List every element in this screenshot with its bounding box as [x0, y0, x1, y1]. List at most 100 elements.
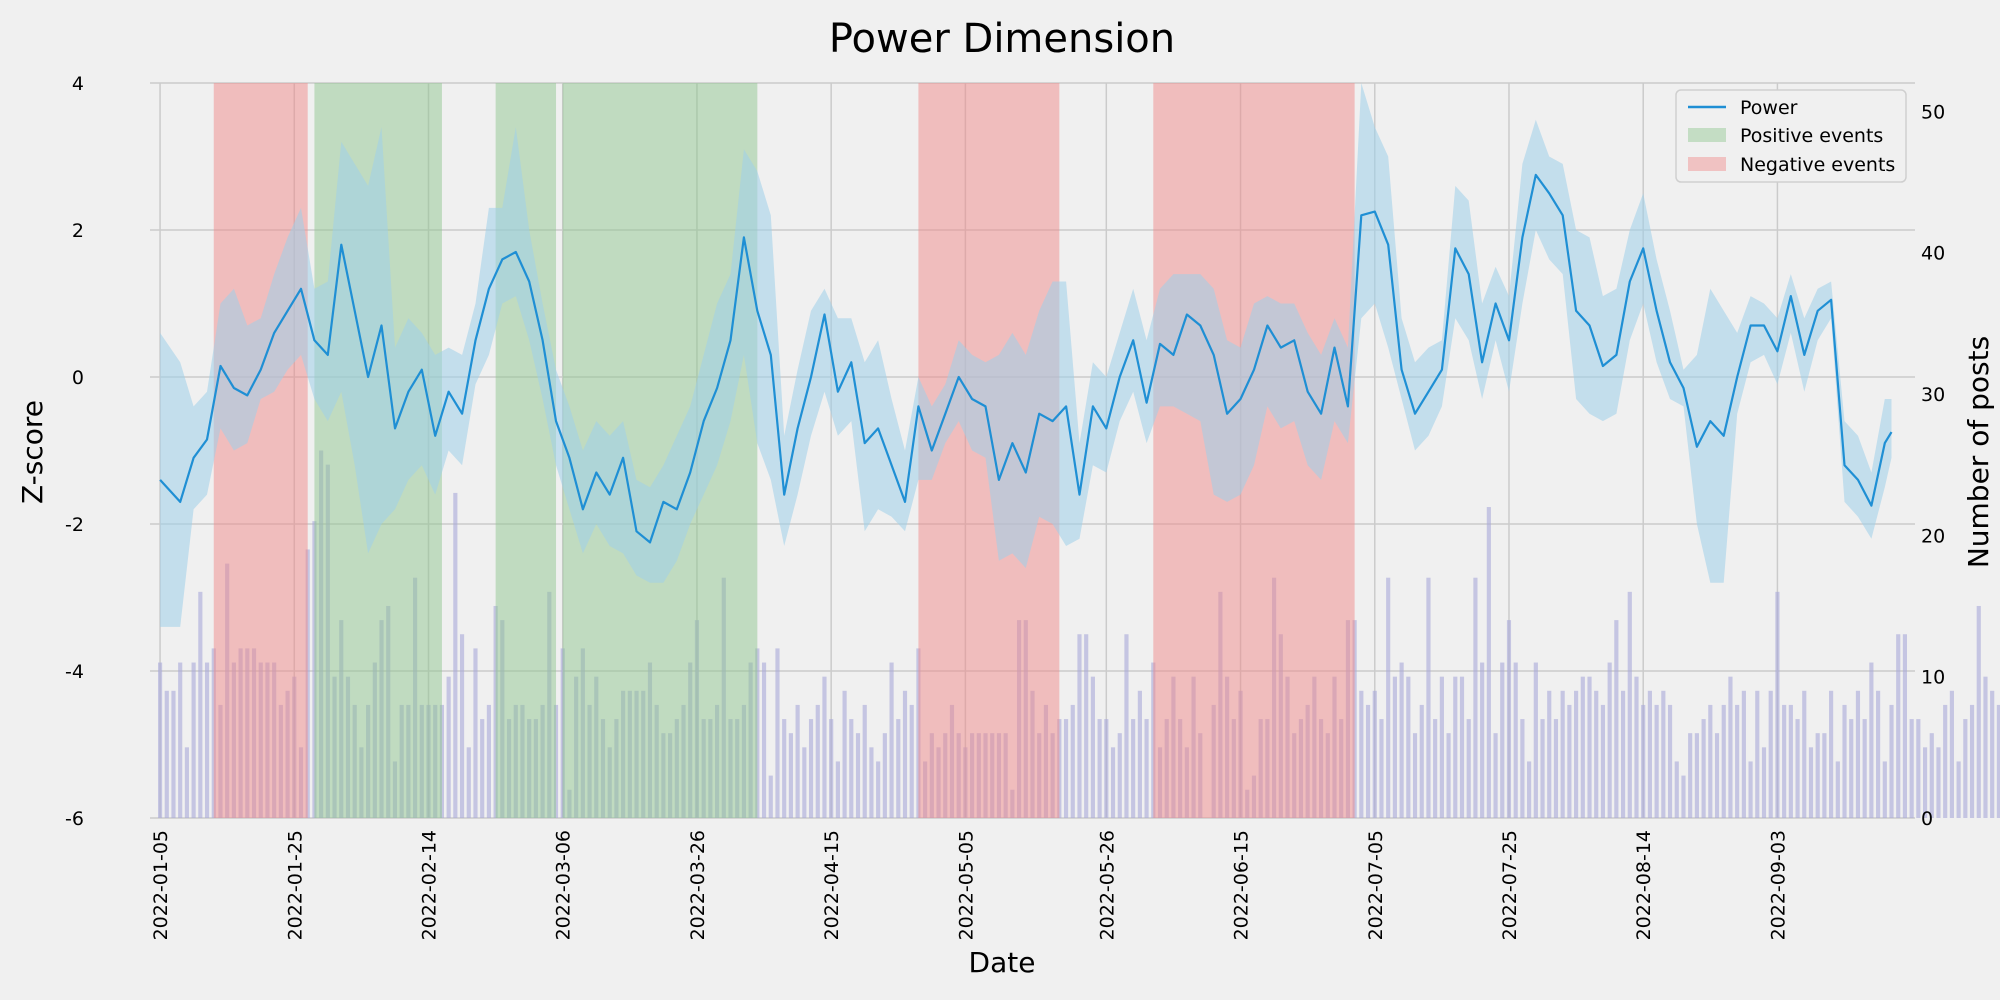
x-tick-label: 2022-05-05	[955, 830, 977, 940]
posts-bar	[1419, 704, 1424, 818]
posts-bar	[1721, 704, 1726, 818]
y-tick-label: 0	[72, 367, 84, 389]
posts-bar	[1574, 690, 1579, 818]
y2-tick-label: 30	[1921, 384, 1945, 406]
posts-bar	[1466, 719, 1471, 818]
posts-bar	[1070, 704, 1075, 818]
posts-bar	[1144, 719, 1149, 818]
posts-bar	[1446, 733, 1451, 818]
y-axis-ticks: -6 -4 -2 0 2 4	[65, 73, 84, 830]
posts-bar	[1802, 690, 1807, 818]
posts-bar	[164, 690, 169, 818]
posts-bar	[1090, 676, 1095, 818]
confidence-band	[160, 83, 1892, 627]
posts-bar	[1909, 719, 1914, 818]
power-line	[159, 173, 1893, 544]
posts-bar	[1674, 761, 1679, 818]
posts-bar	[882, 733, 887, 818]
posts-bar	[1654, 704, 1659, 818]
posts-bar	[1701, 719, 1706, 818]
posts-bar	[1607, 662, 1612, 818]
posts-bar	[1741, 690, 1746, 818]
posts-bar	[1359, 690, 1364, 818]
x-tick-label: 2022-07-05	[1365, 830, 1387, 940]
x-axis-label: Date	[969, 946, 1036, 979]
posts-bar	[1661, 690, 1666, 818]
posts-bar	[1560, 690, 1565, 818]
posts-bar	[1849, 719, 1854, 818]
posts-bar	[1829, 690, 1834, 818]
posts-bar	[896, 719, 901, 818]
posts-bar	[480, 719, 485, 818]
x-tick-label: 2022-03-06	[553, 830, 575, 940]
posts-bar	[1882, 761, 1887, 818]
posts-bar	[1439, 676, 1444, 818]
posts-bar	[1902, 634, 1908, 818]
posts-bar	[1480, 662, 1485, 818]
posts-bar	[1097, 719, 1102, 818]
posts-bar	[1620, 690, 1626, 818]
posts-bar	[1520, 719, 1525, 818]
x-tick-label: 2022-04-15	[821, 830, 843, 940]
posts-bar	[1399, 662, 1404, 818]
posts-bar	[1412, 733, 1418, 818]
posts-bar	[1782, 704, 1787, 818]
posts-bar	[1761, 747, 1767, 818]
posts-bar	[829, 719, 834, 818]
y-tick-label: 4	[72, 73, 84, 95]
posts-bar	[768, 775, 773, 818]
posts-bar	[1513, 662, 1518, 818]
posts-bar	[795, 704, 800, 818]
posts-bar	[1842, 704, 1847, 818]
posts-bar	[1755, 690, 1760, 818]
posts-bar	[1748, 761, 1753, 818]
posts-bar	[1553, 719, 1559, 818]
posts-bar	[1506, 620, 1512, 818]
posts-bar	[1406, 676, 1411, 818]
power-line-series	[159, 173, 1893, 544]
posts-bar	[1956, 761, 1961, 818]
posts-bar	[802, 747, 807, 818]
y-tick-label: -2	[65, 514, 84, 536]
posts-bar	[1137, 690, 1142, 818]
y2-tick-label: 10	[1921, 667, 1945, 689]
posts-bar	[1124, 634, 1129, 818]
posts-bar	[1372, 690, 1377, 818]
posts-bar	[1835, 761, 1840, 818]
posts-bar	[1768, 690, 1773, 818]
posts-bar	[1614, 620, 1619, 818]
posts-bar	[1996, 704, 2000, 818]
positive-event-span	[495, 83, 557, 818]
negative-event-span	[213, 83, 308, 818]
posts-bar	[1641, 704, 1646, 818]
x-tick-label: 2022-03-26	[687, 830, 709, 940]
y2-tick-label: 20	[1921, 525, 1945, 547]
posts-bar	[1788, 704, 1793, 818]
y2-axis-ticks: 0 10 20 30 40 50	[1921, 101, 1945, 830]
posts-bar	[171, 690, 176, 818]
legend-positive-swatch	[1688, 128, 1726, 142]
y2-axis-label: Number of posts	[1962, 336, 1995, 568]
posts-bar	[1580, 676, 1585, 818]
posts-bar	[1634, 676, 1639, 818]
posts-bar	[1775, 591, 1780, 818]
posts-bar	[466, 747, 471, 818]
posts-bar	[1459, 676, 1465, 818]
posts-bar	[835, 761, 840, 818]
x-tick-label: 2022-02-14	[419, 830, 441, 940]
legend-box	[1675, 89, 1907, 183]
posts-bar	[446, 676, 451, 818]
posts-bar	[312, 521, 317, 818]
posts-bar	[1667, 704, 1673, 818]
posts-bar	[1922, 747, 1928, 818]
legend-power-label: Power	[1740, 97, 1798, 119]
posts-bar	[1963, 719, 1968, 818]
posts-bar	[1426, 577, 1431, 818]
posts-bar	[486, 704, 491, 818]
y-tick-label: 2	[72, 220, 84, 242]
posts-bar	[1647, 690, 1652, 818]
posts-bar	[1990, 690, 1995, 818]
posts-bar	[1077, 634, 1082, 818]
posts-bar	[788, 733, 793, 818]
posts-bar	[1433, 719, 1438, 818]
